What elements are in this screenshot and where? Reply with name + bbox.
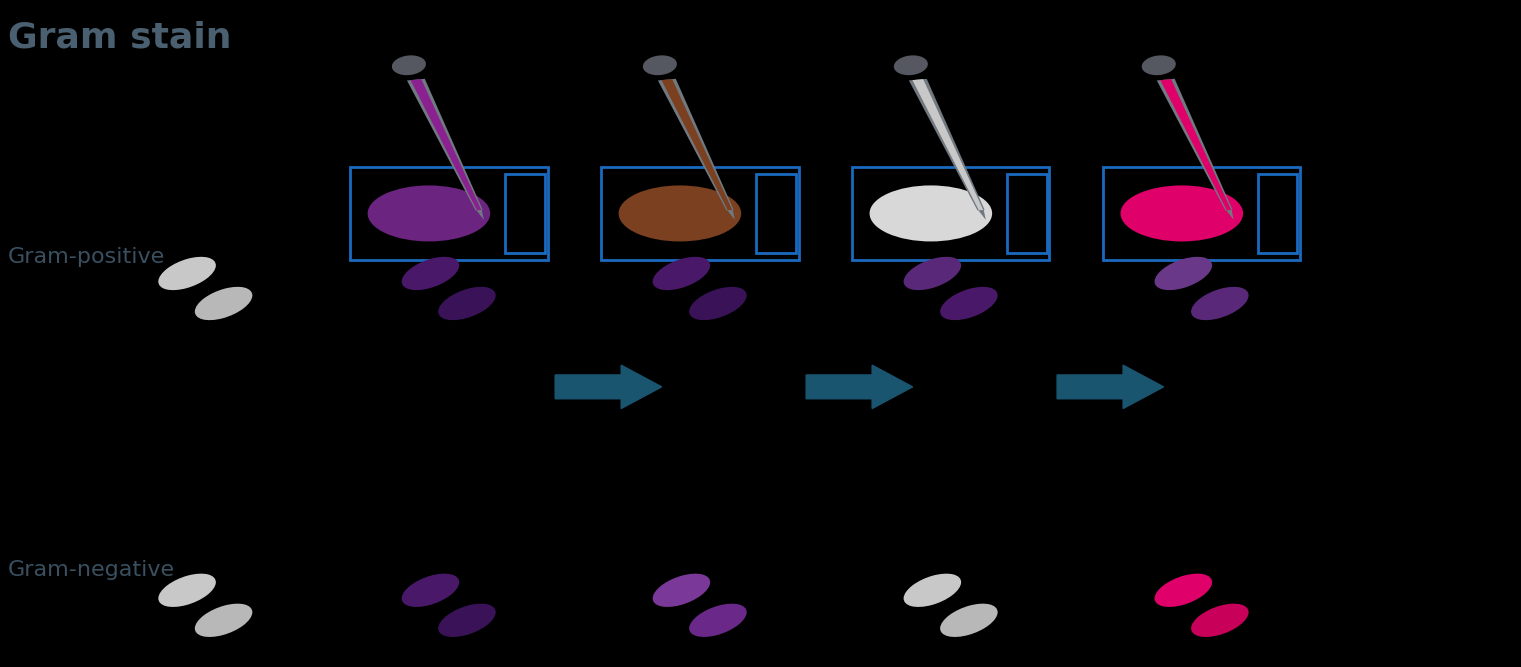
Bar: [1007, 174, 1046, 253]
Text: Gram-negative: Gram-negative: [8, 560, 175, 580]
Ellipse shape: [1121, 185, 1243, 241]
Polygon shape: [1161, 79, 1230, 210]
Ellipse shape: [392, 55, 426, 75]
Ellipse shape: [1154, 257, 1212, 290]
Ellipse shape: [438, 287, 496, 320]
Polygon shape: [910, 79, 984, 210]
Polygon shape: [1226, 210, 1234, 220]
Ellipse shape: [1191, 287, 1249, 320]
Ellipse shape: [195, 604, 252, 637]
Polygon shape: [1157, 79, 1232, 210]
Ellipse shape: [158, 574, 216, 607]
Polygon shape: [913, 79, 983, 210]
Ellipse shape: [870, 185, 992, 241]
Ellipse shape: [438, 604, 496, 637]
Ellipse shape: [195, 287, 252, 320]
Bar: [505, 174, 545, 253]
Bar: [852, 167, 1049, 260]
Ellipse shape: [940, 287, 998, 320]
Ellipse shape: [643, 55, 677, 75]
Ellipse shape: [689, 604, 747, 637]
Bar: [756, 174, 795, 253]
Polygon shape: [659, 79, 733, 210]
Ellipse shape: [1191, 604, 1249, 637]
Ellipse shape: [903, 574, 961, 607]
Text: Gram stain: Gram stain: [8, 20, 231, 54]
FancyArrow shape: [806, 366, 913, 408]
Ellipse shape: [158, 257, 216, 290]
Ellipse shape: [653, 257, 710, 290]
Ellipse shape: [903, 257, 961, 290]
Ellipse shape: [1142, 55, 1176, 75]
Ellipse shape: [402, 574, 459, 607]
Ellipse shape: [1154, 574, 1212, 607]
Polygon shape: [978, 210, 986, 220]
Ellipse shape: [894, 55, 928, 75]
Bar: [1103, 167, 1300, 260]
Polygon shape: [411, 79, 481, 210]
Polygon shape: [662, 79, 732, 210]
Ellipse shape: [368, 185, 490, 241]
FancyArrow shape: [555, 366, 662, 408]
Ellipse shape: [653, 574, 710, 607]
Bar: [1258, 174, 1297, 253]
Polygon shape: [408, 79, 482, 210]
Bar: [350, 167, 548, 260]
Ellipse shape: [689, 287, 747, 320]
Text: Gram-positive: Gram-positive: [8, 247, 164, 267]
Polygon shape: [476, 210, 484, 220]
Bar: [601, 167, 799, 260]
FancyArrow shape: [1057, 366, 1164, 408]
Polygon shape: [727, 210, 735, 220]
Ellipse shape: [619, 185, 741, 241]
Ellipse shape: [402, 257, 459, 290]
Ellipse shape: [940, 604, 998, 637]
